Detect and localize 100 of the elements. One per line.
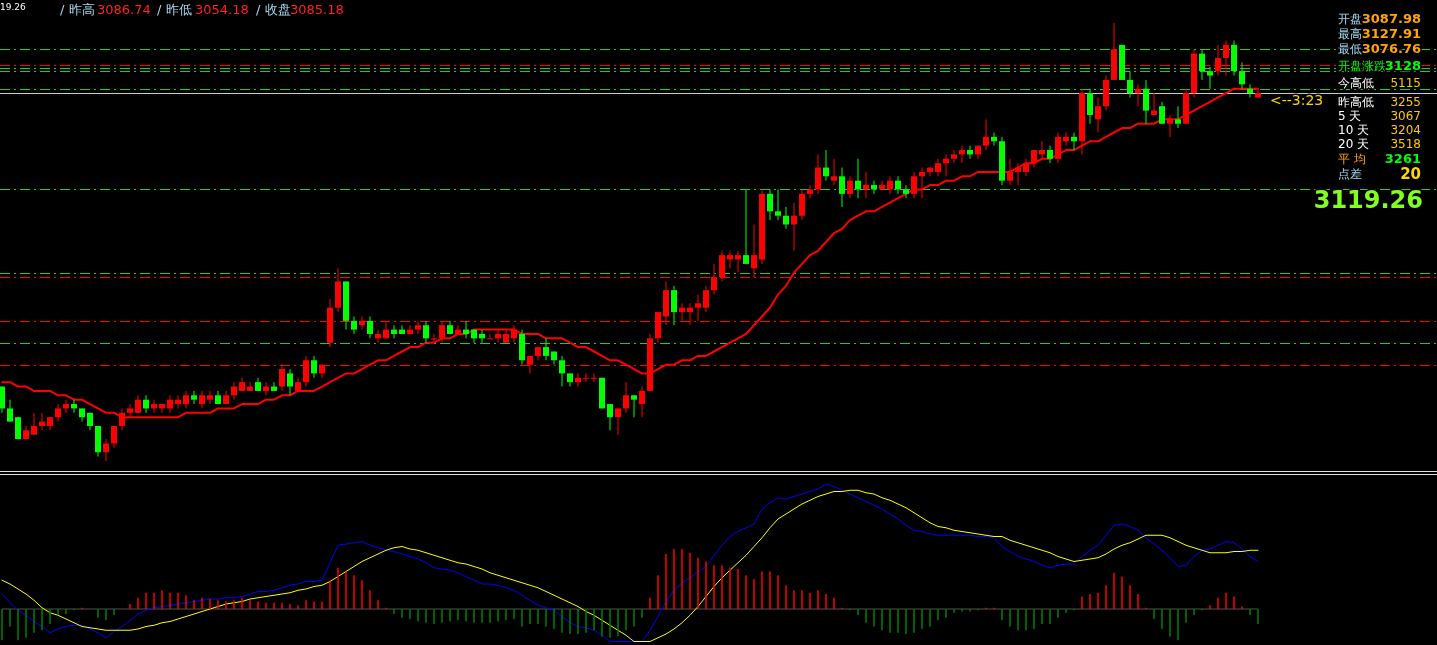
text: 平 均 bbox=[1338, 152, 1366, 166]
candlestick bbox=[1135, 83, 1141, 107]
candlestick bbox=[871, 180, 877, 195]
candlestick bbox=[863, 171, 869, 199]
candlestick bbox=[39, 412, 45, 431]
candlestick bbox=[423, 320, 429, 344]
candlestick bbox=[1039, 140, 1045, 160]
candlestick bbox=[479, 329, 485, 344]
candlestick bbox=[903, 184, 909, 199]
candlestick bbox=[983, 118, 989, 151]
candlestick bbox=[231, 381, 237, 401]
text: 5 天 bbox=[1338, 109, 1362, 123]
candlestick bbox=[607, 403, 613, 431]
text: / 昨低 bbox=[157, 2, 192, 17]
candlestick bbox=[1239, 61, 1245, 90]
candlestick bbox=[143, 394, 149, 414]
candlestick bbox=[151, 399, 157, 414]
candlestick bbox=[911, 171, 917, 199]
text: / 收盘 bbox=[256, 2, 291, 17]
text: 3054.18 bbox=[195, 2, 249, 17]
candlestick bbox=[815, 153, 821, 195]
candlestick bbox=[351, 315, 357, 335]
candlestick bbox=[559, 355, 565, 388]
candlestick bbox=[1151, 92, 1157, 116]
candlestick bbox=[247, 381, 253, 392]
text: 3067 bbox=[1390, 109, 1421, 123]
text: 20 天 bbox=[1338, 137, 1370, 151]
candlestick bbox=[1055, 132, 1061, 164]
candlestick bbox=[367, 315, 373, 339]
candlestick bbox=[1159, 101, 1165, 125]
candlestick bbox=[1167, 114, 1173, 138]
candlestick bbox=[887, 175, 893, 195]
candlestick bbox=[495, 329, 501, 344]
candlestick bbox=[431, 333, 437, 344]
candlestick bbox=[1175, 105, 1181, 129]
candlestick bbox=[991, 132, 997, 147]
candlestick bbox=[1071, 132, 1077, 151]
candlestick bbox=[575, 372, 581, 388]
candlestick bbox=[639, 386, 645, 418]
candlestick bbox=[487, 333, 493, 340]
candlestick bbox=[1143, 79, 1149, 125]
candlestick bbox=[1087, 88, 1093, 125]
candlestick bbox=[263, 381, 269, 396]
candlestick bbox=[455, 324, 461, 335]
text: <--3:23 bbox=[1270, 92, 1324, 108]
text: 3128 bbox=[1384, 58, 1421, 73]
text: 20 bbox=[1400, 165, 1421, 183]
candlestick bbox=[959, 145, 965, 164]
candlestick bbox=[791, 202, 797, 252]
text: 3255 bbox=[1390, 95, 1421, 109]
text: 昨高低 bbox=[1338, 95, 1374, 109]
candlestick bbox=[895, 175, 901, 195]
text: 3085.18 bbox=[290, 2, 344, 17]
candlestick bbox=[695, 294, 701, 322]
candlestick bbox=[943, 153, 949, 177]
candlestick bbox=[967, 145, 973, 160]
candlestick bbox=[671, 285, 677, 326]
candlestick bbox=[463, 320, 469, 339]
candlestick bbox=[191, 390, 197, 405]
candlestick bbox=[1127, 70, 1133, 98]
candlestick bbox=[783, 206, 789, 230]
text: / 昨高 bbox=[60, 2, 95, 17]
candlestick bbox=[407, 324, 413, 335]
candlestick bbox=[103, 438, 109, 462]
text: 开盘 bbox=[1338, 12, 1362, 26]
candlestick bbox=[847, 175, 853, 199]
candlestick bbox=[727, 250, 733, 269]
candlestick bbox=[623, 381, 629, 414]
candlestick bbox=[831, 158, 837, 186]
text: 最高 bbox=[1338, 27, 1362, 41]
candlestick bbox=[951, 149, 957, 164]
candlestick bbox=[399, 324, 405, 335]
candlestick bbox=[823, 149, 829, 182]
text: 点差 bbox=[1338, 167, 1362, 181]
candlestick bbox=[807, 184, 813, 199]
candlestick bbox=[631, 394, 637, 418]
text: 3261 bbox=[1384, 151, 1421, 166]
candlestick bbox=[1063, 132, 1069, 147]
candlestick bbox=[167, 394, 173, 414]
candlestick bbox=[855, 158, 861, 199]
candlestick bbox=[775, 188, 781, 221]
candlestick bbox=[1007, 158, 1013, 186]
candlestick bbox=[63, 399, 69, 414]
text: 19.26 bbox=[0, 2, 27, 12]
text: 3204 bbox=[1390, 123, 1421, 137]
text: 3127.91 bbox=[1361, 26, 1421, 41]
candlestick bbox=[375, 329, 381, 344]
candlestick bbox=[543, 337, 549, 361]
text: 10 天 bbox=[1338, 123, 1370, 137]
candlestick bbox=[311, 355, 317, 379]
candlestick bbox=[175, 394, 181, 409]
candlestick bbox=[1015, 162, 1021, 186]
candlestick bbox=[583, 372, 589, 383]
candlestick bbox=[1247, 83, 1253, 98]
text: 3087.98 bbox=[1361, 11, 1421, 26]
candlestick bbox=[591, 372, 597, 383]
candlestick bbox=[743, 188, 749, 265]
candlestick bbox=[0, 386, 5, 414]
candlestick bbox=[1207, 66, 1213, 90]
candlestick bbox=[287, 368, 293, 396]
